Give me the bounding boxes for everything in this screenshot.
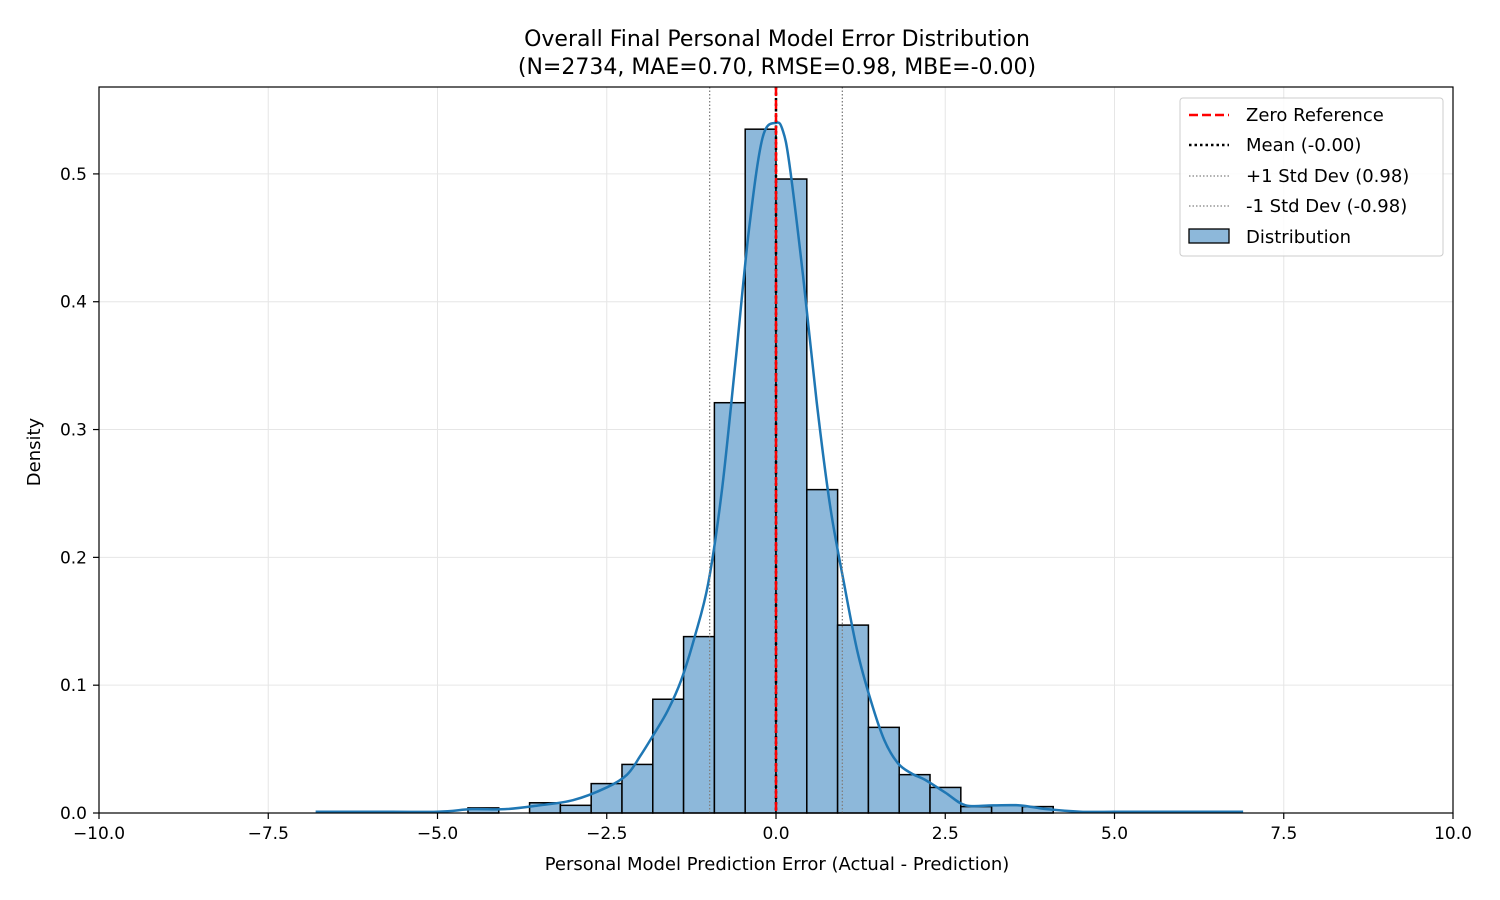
histogram-bar [960,805,993,814]
x-axis: −10.0 −7.5 −5.0 −2.5 0.0 2.5 5.0 7.5 10.0 [73,813,1472,844]
legend-box [1179,97,1444,257]
legend-label-plus-std: +1 Std Dev (0.98) [1246,166,1409,187]
x-axis-label: Personal Model Prediction Error (Actual … [545,854,1010,875]
x-tick-label: 10.0 [1434,824,1472,844]
y-tick-label: 0.3 [60,421,87,441]
x-tick-label: −10.0 [73,824,125,844]
y-tick-label: 0.0 [60,804,87,824]
histogram-bar [559,804,592,814]
histogram-bar [713,401,746,814]
x-tick-label: 0.0 [762,824,789,844]
legend-label-distribution: Distribution [1246,227,1351,248]
y-axis-label: Density [24,417,45,486]
histogram-bar [652,698,685,814]
legend: Zero Reference Mean (-0.00) +1 Std Dev (… [1179,97,1444,257]
histogram-bar [621,763,654,814]
legend-label-mean: Mean (-0.00) [1246,135,1361,156]
x-tick-label: 5.0 [1101,824,1128,844]
y-tick-label: 0.5 [60,165,87,185]
legend-swatch-distribution [1188,228,1230,244]
x-tick-label: 2.5 [932,824,959,844]
legend-label-zero-reference: Zero Reference [1246,105,1384,126]
chart-subtitle: (N=2734, MAE=0.70, RMSE=0.98, MBE=-0.00) [518,55,1036,80]
x-tick-label: −5.0 [417,824,458,844]
legend-label-minus-std: -1 Std Dev (-0.98) [1246,196,1407,217]
chart-title: Overall Final Personal Model Error Distr… [524,27,1030,52]
histogram-bar [836,624,870,814]
kde-curve [315,121,1244,814]
x-tick-label: −2.5 [586,824,627,844]
y-tick-label: 0.2 [60,548,87,568]
reference-lines [709,87,843,813]
y-tick-label: 0.1 [60,676,87,696]
x-tick-label: −7.5 [248,824,289,844]
histogram-bars [467,128,1054,814]
y-tick-label: 0.4 [60,293,87,313]
histogram-bar [806,488,839,814]
x-tick-label: 7.5 [1270,824,1297,844]
y-axis: 0.0 0.1 0.2 0.3 0.4 0.5 [60,165,99,824]
